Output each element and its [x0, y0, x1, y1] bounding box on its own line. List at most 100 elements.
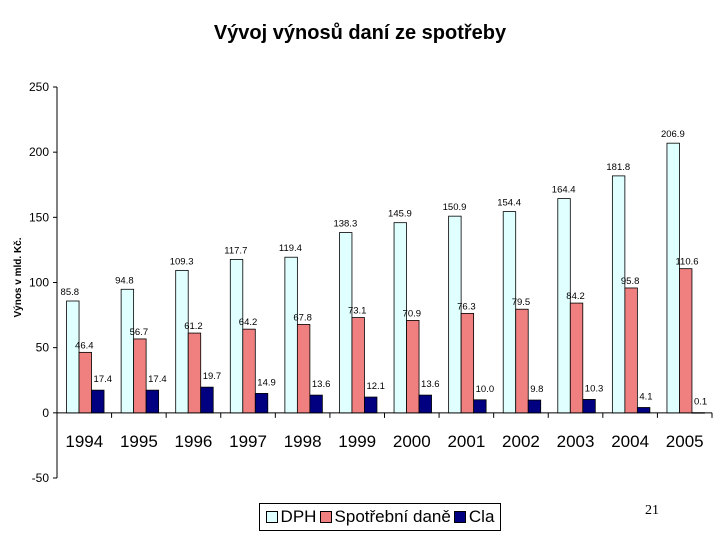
- legend-label-cla: Cla: [468, 507, 495, 526]
- data-label: 46.4: [75, 340, 94, 351]
- data-label: 13.6: [421, 379, 440, 390]
- bar-cla: [636, 407, 651, 414]
- data-label: 76.3: [457, 301, 476, 312]
- legend-swatch-cla: [453, 511, 466, 523]
- bar-dph: [175, 269, 189, 414]
- bar-dph: [666, 142, 680, 414]
- y-tick-label: 150: [29, 210, 49, 224]
- data-label: 70.9: [403, 308, 422, 319]
- x-tick-label: 2001: [447, 432, 485, 451]
- data-label: 17.4: [94, 374, 113, 385]
- data-label: 19.7: [203, 371, 222, 382]
- data-label: 119.4: [279, 243, 302, 254]
- x-tick-label: 2000: [393, 432, 431, 451]
- x-tick-label: 2003: [557, 432, 595, 451]
- legend-label-dph: DPH: [280, 507, 317, 526]
- data-label: 79.5: [512, 297, 531, 308]
- data-label: 17.4: [148, 374, 167, 385]
- data-label: 14.9: [257, 377, 276, 388]
- data-label: 206.9: [661, 129, 685, 140]
- data-label: 12.1: [366, 381, 385, 392]
- data-label: 4.1: [639, 391, 652, 402]
- bar-dph: [339, 232, 353, 414]
- legend-item-dph: DPH: [265, 507, 317, 527]
- bar-dph: [284, 256, 298, 414]
- data-label: 0.1: [694, 397, 707, 408]
- y-tick-label: 200: [29, 145, 49, 159]
- data-label: 64.2: [239, 317, 258, 328]
- bar-cla: [418, 394, 432, 414]
- x-tick-label: 1994: [65, 432, 103, 451]
- bar-dph: [448, 215, 462, 414]
- bar-spot-ebn-dan-: [351, 317, 365, 414]
- bar-dph: [393, 222, 407, 414]
- data-label: 138.3: [333, 219, 357, 230]
- y-tick-label: 100: [29, 276, 49, 290]
- legend-swatch-dph: [265, 511, 278, 523]
- x-tick-label: 1997: [229, 432, 267, 451]
- data-label: 73.1: [348, 306, 367, 317]
- x-tick-label: 2002: [502, 432, 540, 451]
- bar-cla: [145, 389, 160, 414]
- bar-cla: [527, 399, 542, 414]
- data-label: 10.0: [476, 384, 495, 395]
- data-label: 10.3: [585, 383, 604, 394]
- bar-dph: [120, 288, 135, 414]
- bar-spot-ebn-dan-: [624, 287, 638, 414]
- data-label: 9.8: [530, 384, 543, 395]
- bar-spot-ebn-dan-: [187, 332, 202, 414]
- bar-spot-ebn-dan-: [569, 302, 584, 414]
- bar-cla: [254, 393, 269, 414]
- bar-dph: [611, 175, 626, 414]
- bar-cla: [364, 396, 378, 414]
- bar-spot-ebn-dan-: [296, 324, 311, 414]
- data-label: 13.6: [312, 379, 331, 390]
- data-label: 117.7: [224, 245, 247, 256]
- bar-dph: [229, 259, 244, 414]
- bar-cla: [200, 386, 214, 414]
- data-label: 110.6: [675, 257, 698, 268]
- x-tick-label: 2005: [666, 432, 704, 451]
- x-tick-label: 1998: [284, 432, 322, 451]
- bar-spot-ebn-dan-: [460, 312, 475, 414]
- legend-item-spotrebni-dane: Spotřební daně: [319, 507, 451, 527]
- bar-dph: [557, 198, 571, 414]
- data-label: 145.9: [388, 209, 412, 220]
- bar-spot-ebn-dan-: [515, 308, 529, 414]
- y-tick-label: 250: [29, 80, 49, 94]
- data-label: 56.7: [130, 327, 149, 338]
- y-tick-label: -50: [32, 471, 50, 485]
- data-label: 95.8: [621, 276, 640, 287]
- data-label: 164.4: [552, 185, 576, 196]
- bar-cla: [473, 399, 487, 414]
- bar-cla: [691, 412, 705, 414]
- bar-spot-ebn-dan-: [242, 328, 256, 414]
- page-number: 21: [645, 503, 659, 518]
- bar-dph: [502, 211, 517, 414]
- bar-spot-ebn-dan-: [406, 320, 420, 414]
- data-label: 61.2: [184, 321, 203, 332]
- legend-label-spotrebni-dane: Spotřební daně: [334, 507, 451, 526]
- y-tick-label: 50: [36, 341, 50, 355]
- x-tick-label: 1999: [338, 432, 376, 451]
- bar-cla: [582, 399, 596, 414]
- data-label: 94.8: [115, 275, 134, 286]
- data-label: 150.9: [443, 202, 467, 213]
- bar-spot-ebn-dan-: [133, 338, 147, 414]
- y-axis-title: Výnos v mld. Kč.: [13, 237, 24, 317]
- bar-cla: [309, 394, 323, 414]
- legend-swatch-spotrebni-dane: [319, 511, 332, 523]
- data-label: 109.3: [170, 256, 194, 267]
- bar-dph: [66, 300, 80, 414]
- x-tick-label: 1995: [120, 432, 158, 451]
- data-label: 67.8: [293, 312, 312, 323]
- legend-item-cla: Cla: [453, 507, 495, 527]
- bar-spot-ebn-dan-: [78, 351, 92, 414]
- data-label: 154.4: [497, 198, 521, 209]
- y-tick-label: 0: [42, 406, 49, 420]
- bar-cla: [91, 389, 105, 414]
- x-tick-label: 1996: [175, 432, 213, 451]
- chart-legend: DPH Spotřební daně Cla: [259, 503, 501, 531]
- data-label: 84.2: [566, 291, 585, 302]
